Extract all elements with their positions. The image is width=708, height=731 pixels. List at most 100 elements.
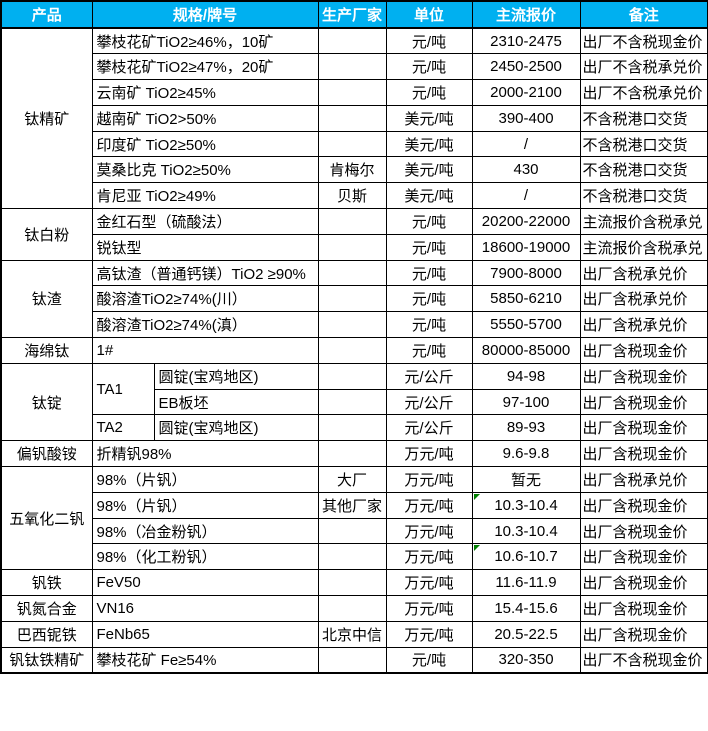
maker-cell: 肯梅尔 (317, 156, 387, 184)
unit-cell: 美元/吨 (385, 104, 473, 132)
note-cell: 出厂含税现金价 (579, 491, 708, 519)
spec-cell: 98%（冶金粉钒） (91, 517, 319, 545)
note-cell: 出厂含税现金价 (579, 362, 708, 390)
price-cell: 94-98 (471, 362, 581, 390)
product-cell: 钒氮合金 (0, 595, 93, 622)
maker-cell (317, 646, 387, 674)
col-header-product: 产品 (0, 0, 93, 29)
unit-cell: 万元/吨 (385, 440, 473, 468)
table-row: 酸溶渣TiO2≥74%(滇） 元/吨 5550-5700 出厂含税承兑价 (1, 311, 708, 339)
price-table: 产品 规格/牌号 生产厂家 单位 主流报价 备注 钛精矿 攀枝花矿TiO2≥46%… (0, 0, 708, 674)
maker-cell (317, 595, 387, 622)
spec-cell: 莫桑比克 TiO2≥50% (91, 156, 319, 184)
price-cell: 15.4-15.6 (471, 595, 581, 622)
price-cell: 20.5-22.5 (471, 620, 581, 648)
price-cell: 430 (471, 156, 581, 184)
unit-cell: 万元/吨 (385, 620, 473, 648)
spec-cell: 印度矿 TiO2≥50% (91, 130, 319, 158)
note-cell: 出厂不含税承兑价 (579, 79, 708, 106)
price-cell: 320-350 (471, 646, 581, 674)
price-cell: 20200-22000 (471, 208, 581, 235)
table-row: 五氧化二钒 98%（片钒） 大厂 万元/吨 暂无 出厂含税承兑价 (0, 466, 708, 571)
table-row: 巴西铌铁 FeNb65 北京中信 万元/吨 20.5-22.5 出厂含税现金价 (0, 620, 708, 648)
maker-cell (317, 337, 387, 364)
maker-cell: 大厂 (317, 466, 387, 493)
product-cell: 钒铁 (0, 569, 93, 597)
note-cell: 出厂含税现金价 (579, 543, 708, 571)
maker-cell (317, 569, 387, 597)
note-cell: 出厂含税现金价 (579, 569, 708, 597)
maker-cell: 其他厂家 (317, 491, 387, 519)
col-header-unit: 单位 (385, 0, 473, 29)
price-cell: 5850-6210 (471, 285, 581, 313)
col-header-price: 主流报价 (471, 0, 581, 29)
maker-cell (317, 208, 387, 235)
spec-cell: 肯尼亚 TiO2≥49% (91, 182, 319, 210)
unit-cell: 美元/吨 (385, 182, 473, 210)
col-header-maker: 生产厂家 (317, 0, 387, 29)
unit-cell: 元/吨 (385, 208, 473, 235)
spec-cell: 攀枝花矿TiO2≥46%，10矿 (91, 27, 319, 55)
maker-cell (317, 259, 387, 287)
table-row: 锐钛型 元/吨 18600-19000 主流报价含税承兑 (1, 233, 708, 261)
table-row: 钛白粉 金红石型（硫酸法） 元/吨 20200-22000 主流报价含税承兑 (0, 208, 708, 261)
unit-cell: 元/吨 (385, 311, 473, 339)
table-row: TA2 圆锭(宝鸡地区) 元/公斤 89-93 出厂含税现金价 (1, 414, 708, 442)
grade-cell: TA1 (91, 362, 155, 416)
unit-cell: 美元/吨 (385, 130, 473, 158)
maker-cell (317, 233, 387, 261)
product-cell: 钛锭 (0, 362, 93, 442)
unit-cell: 万元/吨 (385, 543, 473, 571)
note-cell: 出厂不含税现金价 (579, 646, 708, 674)
col-header-note: 备注 (579, 0, 708, 29)
product-cell: 巴西铌铁 (0, 620, 93, 648)
table-row: 海绵钛 1# 元/吨 80000-85000 出厂含税现金价 (0, 337, 708, 364)
product-cell: 钛渣 (0, 259, 93, 339)
spec-cell: 酸溶渣TiO2≥74%(滇） (91, 311, 319, 339)
note-cell: 出厂含税承兑价 (579, 259, 708, 287)
unit-cell: 元/吨 (385, 337, 473, 364)
table-row: 攀枝花矿TiO2≥47%，20矿 元/吨 2450-2500 出厂不含税承兑价 (1, 53, 708, 81)
note-cell: 主流报价含税承兑 (579, 208, 708, 235)
maker-cell (317, 362, 387, 390)
price-cell: 7900-8000 (471, 259, 581, 287)
green-corner-flag-icon (473, 545, 480, 552)
spec-cell: FeNb65 (91, 620, 319, 648)
maker-cell (317, 285, 387, 313)
maker-cell: 贝斯 (317, 182, 387, 210)
maker-cell (317, 104, 387, 132)
note-cell: 不含税港口交货 (579, 156, 708, 184)
note-cell: 出厂含税现金价 (579, 595, 708, 622)
price-cell: 10.6-10.7 (471, 543, 581, 571)
price-cell: 11.6-11.9 (471, 569, 581, 597)
spec-cell: EB板坯 (153, 388, 319, 416)
price-cell: 89-93 (471, 414, 581, 442)
table-row: 钛渣 高钛渣（普通钙镁）TiO2 ≥90% 元/吨 7900-8000 出厂含税承兑价 (0, 259, 708, 339)
price-cell: 5550-5700 (471, 311, 581, 339)
price-cell: 97-100 (471, 388, 581, 416)
note-cell: 不含税港口交货 (579, 130, 708, 158)
unit-cell: 元/吨 (385, 79, 473, 106)
spec-cell: 圆锭(宝鸡地区) (153, 414, 319, 442)
price-cell: 9.6-9.8 (471, 440, 581, 468)
note-cell: 出厂含税现金价 (579, 517, 708, 545)
header-row: 产品 规格/牌号 生产厂家 单位 主流报价 备注 (0, 0, 708, 29)
product-cell: 五氧化二钒 (0, 466, 93, 571)
price-cell: 2450-2500 (471, 53, 581, 81)
unit-cell: 元/吨 (385, 259, 473, 287)
unit-cell: 美元/吨 (385, 156, 473, 184)
maker-cell (317, 517, 387, 545)
spec-cell: 98%（化工粉钒） (91, 543, 319, 571)
spec-cell: 高钛渣（普通钙镁）TiO2 ≥90% (91, 259, 319, 287)
maker-cell (317, 414, 387, 442)
table-row: 越南矿 TiO2>50% 美元/吨 390-400 不含税港口交货 (1, 104, 708, 132)
table-row: 钒氮合金 VN16 万元/吨 15.4-15.6 出厂含税现金价 (0, 595, 708, 622)
product-cell: 偏钒酸铵 (0, 440, 93, 468)
table-row: 偏钒酸铵 折精钒98% 万元/吨 9.6-9.8 出厂含税现金价 (0, 440, 708, 468)
spec-cell: 锐钛型 (91, 233, 319, 261)
note-cell: 出厂含税现金价 (579, 620, 708, 648)
maker-cell (317, 388, 387, 416)
table-row: 肯尼亚 TiO2≥49% 贝斯 美元/吨 / 不含税港口交货 (1, 182, 708, 210)
note-cell: 出厂含税承兑价 (579, 311, 708, 339)
unit-cell: 元/吨 (385, 53, 473, 81)
